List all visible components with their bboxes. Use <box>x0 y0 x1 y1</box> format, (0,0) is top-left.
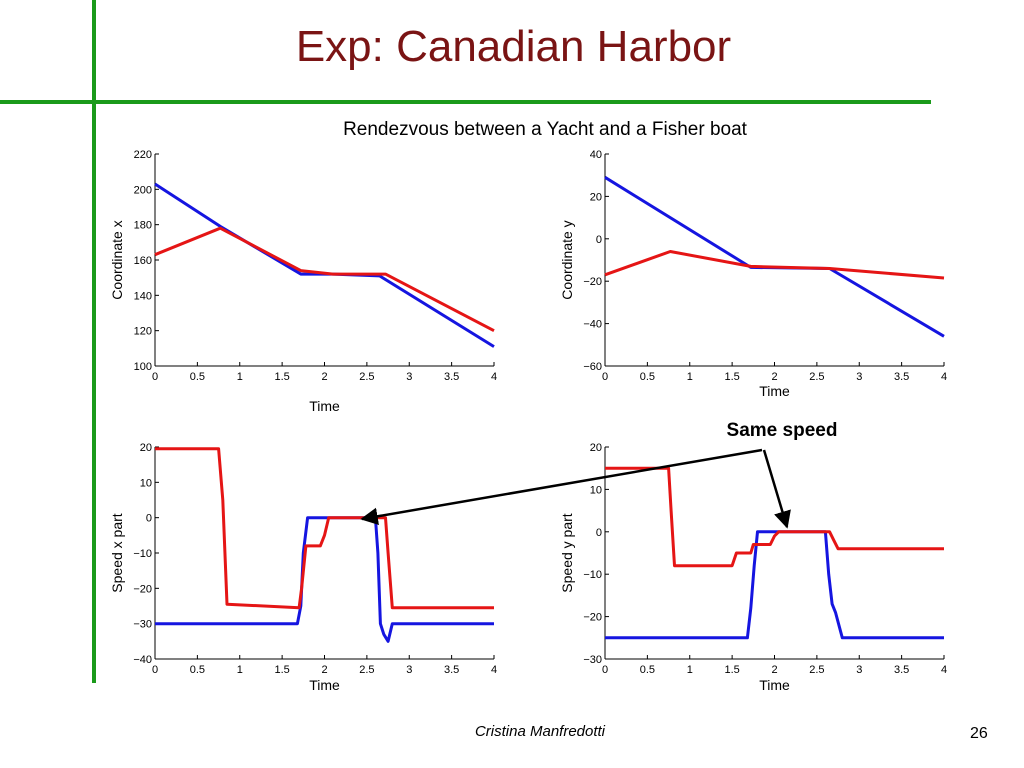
y-tick-label: −30 <box>583 654 602 666</box>
x-tick-label: 0 <box>152 371 158 383</box>
series-line-blue <box>155 516 494 643</box>
x-tick-label: 2 <box>771 371 777 383</box>
series-line-red <box>604 250 945 280</box>
page-number: 26 <box>970 725 988 742</box>
x-tick-label: 2 <box>321 664 327 676</box>
x-axis-label: Time <box>759 383 790 399</box>
x-tick-label: 1.5 <box>274 371 289 383</box>
x-tick-label: 3.5 <box>444 664 459 676</box>
x-axis-label: Time <box>309 677 340 693</box>
same-speed-annotation: Same speed <box>727 420 838 441</box>
subplot-2: 0 0.5 1 1.5 2 2.5 3 3.5 4 −60 −40 −20 0 20 40 Time Coord… <box>559 149 947 399</box>
y-tick-label: 220 <box>134 149 152 161</box>
y-axis-label: Speed y part <box>559 513 575 592</box>
x-tick-label: 0.5 <box>190 371 205 383</box>
subplots: 0 0.5 1 1.5 2 2.5 3 3.5 4100120140160180200220Ti… <box>109 149 947 693</box>
y-tick-label: 20 <box>140 442 152 454</box>
x-tick-label: 2.5 <box>809 371 824 383</box>
x-tick-label: 1.5 <box>274 664 289 676</box>
y-tick-label: 40 <box>590 149 602 161</box>
x-tick-label: 2 <box>321 371 327 383</box>
y-tick-label: 10 <box>590 484 602 496</box>
series-line-red <box>155 447 494 610</box>
y-axis-label: Coordinate y <box>559 220 575 299</box>
x-tick-label: 2 <box>771 664 777 676</box>
footer-author: Cristina Manfredotti <box>474 723 606 740</box>
y-tick-label: −20 <box>133 583 152 595</box>
x-tick-label: 3.5 <box>894 371 909 383</box>
green-vertical-rule <box>92 0 96 683</box>
series-line-red <box>605 466 944 568</box>
x-tick-label: 1 <box>237 664 243 676</box>
x-tick-label: 0 <box>602 371 608 383</box>
y-tick-label: 180 <box>134 220 152 232</box>
x-tick-label: 1.5 <box>724 664 739 676</box>
x-tick-label: 3 <box>406 371 412 383</box>
x-tick-label: 0 <box>602 664 608 676</box>
x-tick-label: 2.5 <box>359 664 374 676</box>
y-tick-label: −40 <box>133 654 152 666</box>
x-tick-label: 1.5 <box>724 371 739 383</box>
y-tick-label: 160 <box>134 255 152 267</box>
x-tick-label: 4 <box>941 371 947 383</box>
x-axis-label: Time <box>309 398 340 414</box>
y-tick-label: 20 <box>590 442 602 454</box>
subplot-1: 0 0.5 1 1.5 2 2.5 3 3.5 4 100 120 140 160 180 200 220 Ti… <box>109 149 497 414</box>
x-tick-label: 1 <box>237 371 243 383</box>
y-tick-label: −20 <box>583 276 602 288</box>
y-tick-label: −60 <box>583 361 602 373</box>
y-tick-label: 0 <box>146 513 152 525</box>
subplot-4: 0 0.5 1 1.5 2 2.5 3 3.5 4 −30 −20 −10 0 10 20 Time Speed… <box>559 442 947 693</box>
x-tick-label: 4 <box>491 371 497 383</box>
y-tick-label: −20 <box>583 612 602 624</box>
x-tick-label: 1 <box>687 371 693 383</box>
x-tick-label: 0 <box>152 664 158 676</box>
x-tick-label: 0.5 <box>640 664 655 676</box>
y-tick-label: 140 <box>134 290 152 302</box>
y-tick-label: −30 <box>133 619 152 631</box>
annotation-arrow-right <box>762 449 791 529</box>
x-tick-label: 3 <box>856 664 862 676</box>
y-tick-label: 20 <box>590 191 602 203</box>
y-tick-label: −10 <box>583 569 602 581</box>
x-tick-label: 0.5 <box>190 664 205 676</box>
y-tick-label: 10 <box>140 477 152 489</box>
x-tick-label: 2.5 <box>359 371 374 383</box>
y-tick-label: 0 <box>596 527 602 539</box>
subplot-3: 0 0.5 1 1.5 2 2.5 3 3.5 4 −40 −30 −20 −10 0 10 20 Time Sp… <box>109 442 497 693</box>
y-axis-label: Coordinate x <box>109 220 125 299</box>
series-line-blue <box>605 530 944 640</box>
x-tick-label: 3.5 <box>894 664 909 676</box>
series-line-red <box>154 226 495 333</box>
annotation-arrow-left <box>360 448 763 525</box>
figure-title: Rendezvous between a Yacht and a Fisher … <box>343 119 748 140</box>
x-tick-label: 0.5 <box>640 371 655 383</box>
y-tick-label: −40 <box>583 319 602 331</box>
x-tick-label: 1 <box>687 664 693 676</box>
series-line-blue <box>154 182 495 348</box>
x-tick-label: 4 <box>491 664 497 676</box>
x-tick-label: 3.5 <box>444 371 459 383</box>
green-horizontal-rule <box>0 100 931 104</box>
y-tick-label: 120 <box>134 326 152 338</box>
slide-title: Exp: Canadian Harbor <box>295 22 732 71</box>
y-tick-label: 0 <box>596 234 602 246</box>
y-tick-label: 100 <box>134 361 152 373</box>
y-axis-label: Speed x part <box>109 513 125 592</box>
y-tick-label: −10 <box>133 548 152 560</box>
x-tick-label: 3 <box>406 664 412 676</box>
x-axis-label: Time <box>759 677 790 693</box>
y-tick-label: 200 <box>134 184 152 196</box>
x-tick-label: 2.5 <box>809 664 824 676</box>
x-tick-label: 4 <box>941 664 947 676</box>
x-tick-label: 3 <box>856 371 862 383</box>
